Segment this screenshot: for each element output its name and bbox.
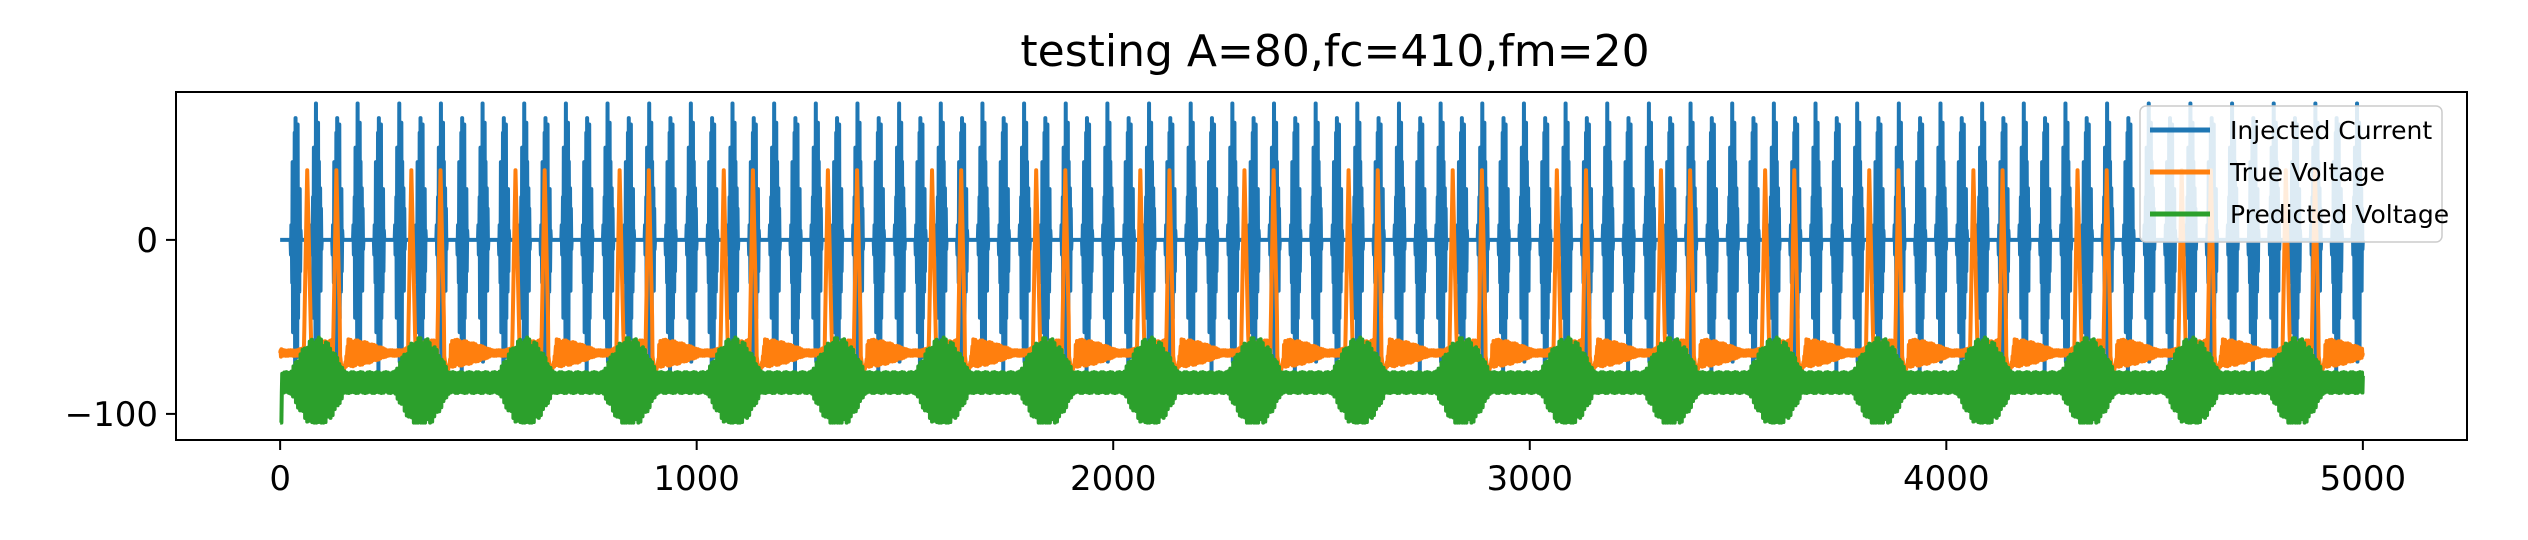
- legend-box: [2139, 105, 2443, 243]
- series-layer: [278, 101, 2365, 425]
- x-tick-label: 3000: [1487, 459, 1574, 499]
- x-tick-label: 0: [269, 459, 291, 499]
- plot-frame: [175, 91, 2468, 441]
- series-line-injected-current: [278, 101, 2365, 379]
- x-tick-label: 1000: [653, 459, 740, 499]
- legend-label-true-voltage: True Voltage: [2229, 158, 2385, 187]
- y-tick-label: −100: [65, 395, 158, 435]
- y-tick-label: 0: [136, 221, 158, 261]
- legend-label-injected-current: Injected Current: [2230, 116, 2432, 145]
- legend: Injected Current True Voltage Predicted …: [2139, 105, 2449, 243]
- x-tick-label: 5000: [2320, 459, 2407, 499]
- x-tick-label: 4000: [1903, 459, 1990, 499]
- series-line-predicted-voltage: [278, 335, 2365, 425]
- y-axis: 0 −100: [65, 221, 176, 435]
- legend-label-predicted-voltage: Predicted Voltage: [2230, 200, 2449, 229]
- x-axis: 0 1000 2000 3000 4000 5000: [269, 440, 2406, 499]
- x-tick-label: 2000: [1070, 459, 1157, 499]
- chart-title: testing A=80,fc=410,fm=20: [1020, 26, 1649, 77]
